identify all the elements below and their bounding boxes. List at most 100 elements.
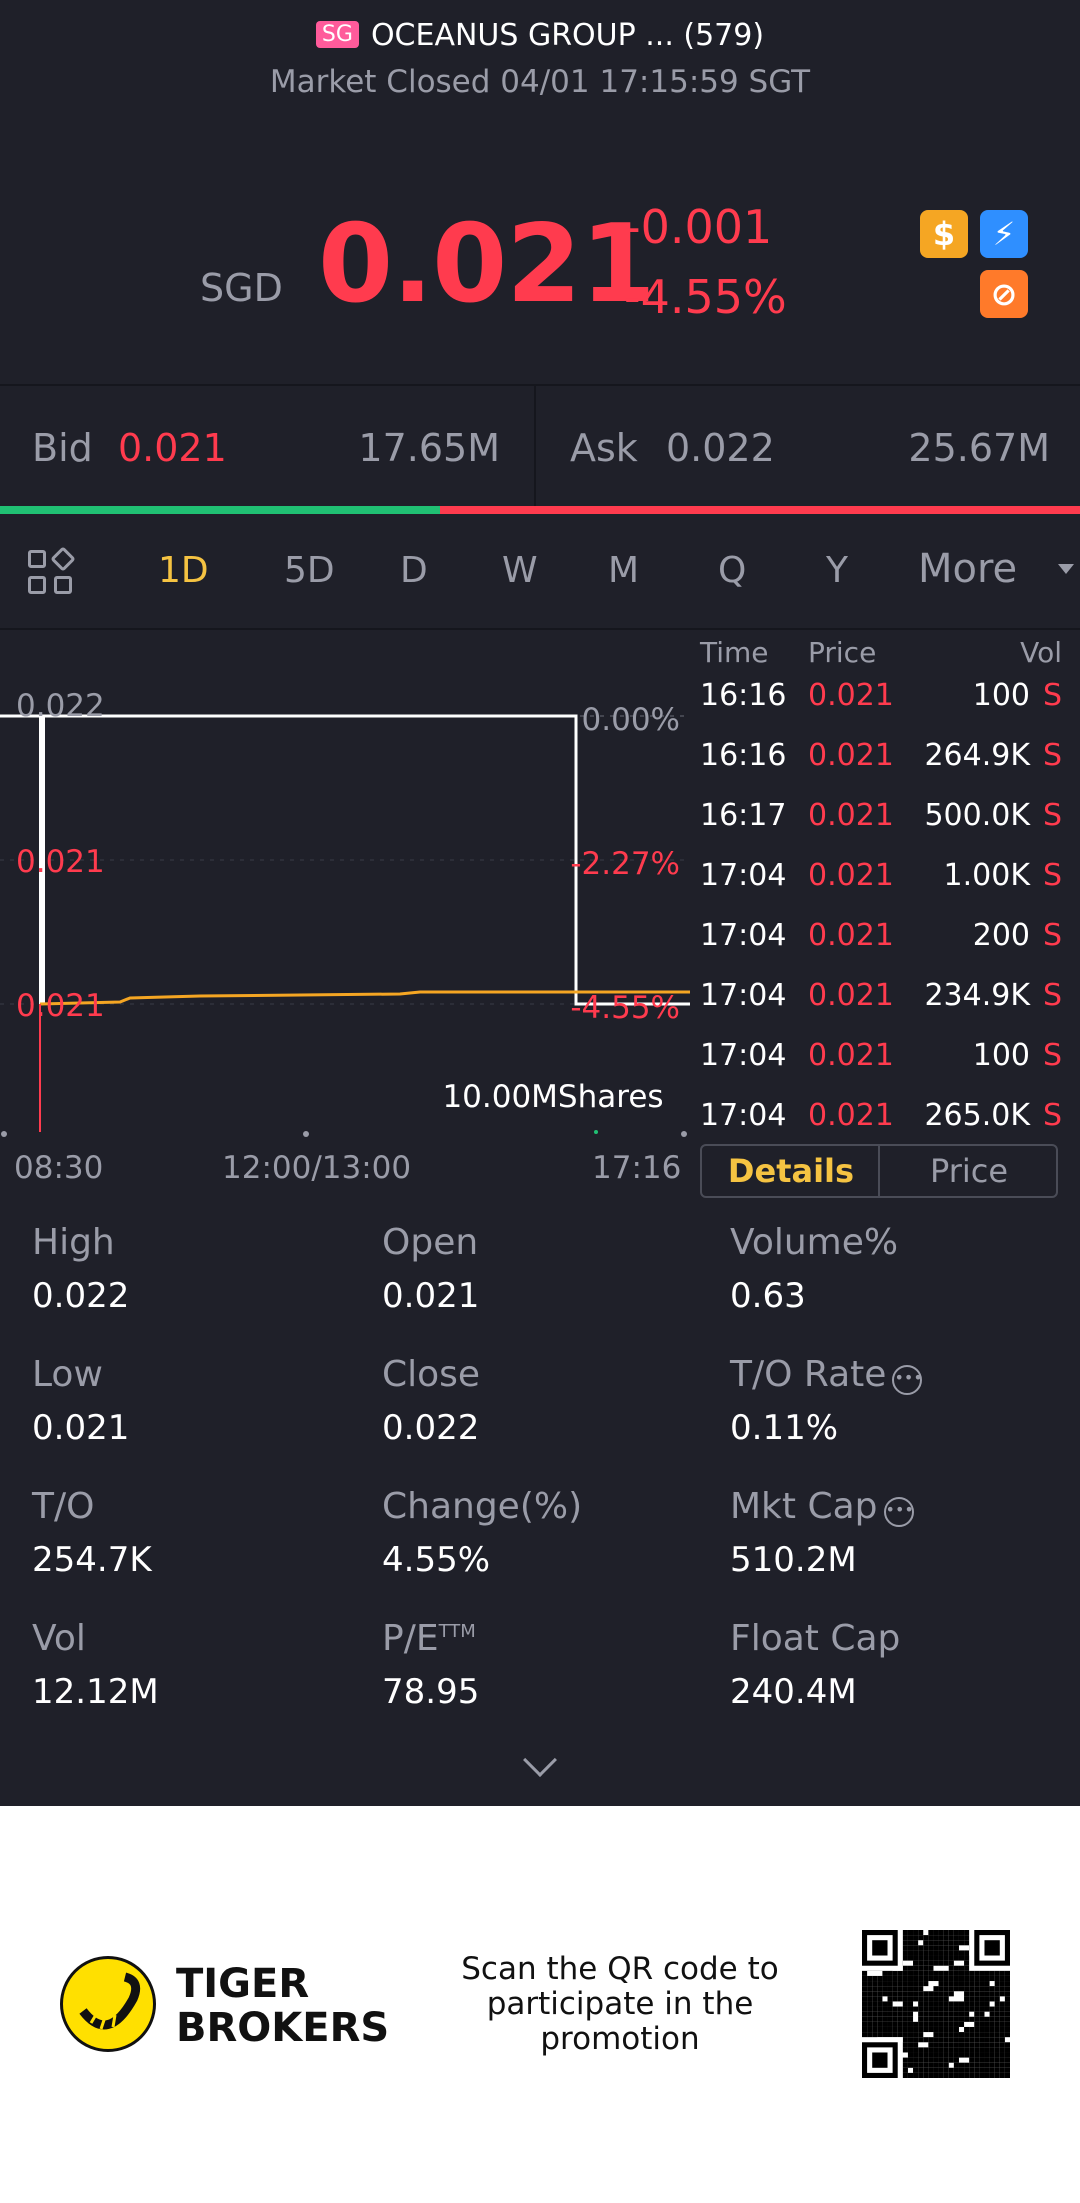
bid-ask-divider (534, 386, 536, 510)
stat-mktcap-value: 510.2M (730, 1540, 857, 1580)
stat-torate-value: 0.11% (730, 1408, 839, 1448)
stat-pe: P/ETTM (382, 1618, 476, 1659)
chevron-down-icon[interactable] (1058, 564, 1074, 574)
trade-time: 17:04 (700, 918, 787, 953)
trade-price: 0.021 (808, 1098, 894, 1132)
trade-row: 17:04 0.021 200 S (690, 918, 1080, 978)
market-status: Market Closed 04/01 17:15:59 SGT (269, 64, 811, 100)
tab-q[interactable]: Q (718, 550, 747, 591)
promo-text: Scan the QR code to participate in the p… (440, 1952, 800, 2057)
stat-floatcap-value: 240.4M (730, 1672, 857, 1712)
tab-m[interactable]: M (608, 550, 640, 591)
stat-vol-label: Vol (32, 1618, 86, 1659)
trade-price: 0.021 (808, 1038, 894, 1073)
dollar-badge-icon[interactable]: $ (920, 210, 968, 258)
x-tick: 17:16 (592, 1150, 682, 1186)
trade-side: S (1042, 1098, 1062, 1132)
grid-layout-icon[interactable] (28, 546, 76, 596)
trade-volume: 1.00K (943, 858, 1030, 893)
trades-header-time: Time (700, 636, 769, 669)
tab-d[interactable]: D (400, 550, 428, 591)
promo-line: Scan the QR code to (461, 1951, 779, 1987)
ask-label: Ask (570, 426, 638, 470)
stat-to-label: T/O (32, 1486, 95, 1527)
details-button[interactable]: Details (727, 1152, 855, 1190)
trade-side: S (1042, 678, 1062, 713)
tab-more[interactable]: More (918, 546, 1018, 592)
stat-high-label: High (32, 1222, 115, 1263)
currency-label: SGD (200, 266, 283, 310)
segment-divider (878, 1146, 880, 1196)
trade-side: S (1042, 1038, 1062, 1073)
x-axis-dot (681, 1131, 687, 1137)
orange-badge-icon[interactable]: ⊘ (980, 270, 1028, 318)
trades-header-vol: Vol (1020, 636, 1062, 669)
trade-side: S (1042, 918, 1062, 953)
x-axis-dot (1, 1131, 7, 1137)
stat-mktcap-label: Mkt Cap (730, 1486, 878, 1527)
tab-w[interactable]: W (502, 550, 538, 591)
trade-price: 0.021 (808, 858, 894, 893)
y-tick-left: 0.021 (16, 988, 105, 1024)
trade-price: 0.021 (808, 918, 894, 953)
trade-price: 0.021 (808, 978, 894, 1013)
more-info-icon[interactable]: ••• (892, 1365, 923, 1395)
trade-side: S (1042, 798, 1062, 833)
ask-price: 0.022 (666, 426, 775, 470)
stat-floatcap-label: Float Cap (730, 1618, 901, 1659)
trade-side: S (1042, 738, 1062, 773)
bid-price: 0.021 (118, 426, 227, 470)
brand-line: TIGER (176, 1961, 310, 2007)
trade-row: 17:04 0.021 100 S (690, 1038, 1080, 1098)
stat-high-value: 0.022 (32, 1276, 130, 1316)
x-tick: 08:30 (14, 1150, 104, 1186)
y-tick-right: 0.00% (581, 702, 680, 738)
volume-tooltip: 10.00MShares (430, 1070, 676, 1124)
stat-vol-value: 12.12M (32, 1672, 159, 1712)
bid-label: Bid (32, 426, 93, 470)
trade-volume: 100 (972, 678, 1030, 713)
more-info-icon[interactable]: ••• (883, 1497, 914, 1527)
stat-torate-label: T/O Rate (730, 1354, 887, 1395)
flash-badge-icon[interactable]: ⚡ (980, 210, 1028, 258)
trade-side: S (1042, 978, 1062, 1013)
trade-time: 17:04 (700, 858, 787, 893)
trade-volume: 100 (972, 1038, 1030, 1073)
promo-line: promotion (540, 2021, 700, 2057)
stat-pe-sup: TTM (438, 1621, 476, 1642)
price-button[interactable]: Price (929, 1152, 1009, 1190)
bid-ratio-bar (0, 506, 440, 514)
qr-code[interactable] (862, 1930, 1010, 2078)
period-tabs: 1D 5D D W M Q Y More (0, 514, 1080, 630)
bid-ask-row[interactable]: Bid 0.021 17.65M Ask 0.022 25.67M (0, 384, 1080, 510)
tab-1d[interactable]: 1D (158, 550, 209, 591)
tab-y[interactable]: Y (826, 550, 848, 591)
trade-volume: 234.9K (924, 978, 1030, 1013)
trade-volume: 500.0K (924, 798, 1030, 833)
bid-size: 17.65M (358, 426, 500, 470)
y-tick-right: -2.27% (570, 846, 680, 882)
trade-row: 16:17 0.021 500.0K S (690, 798, 1080, 858)
stat-mktcap[interactable]: Mkt Cap ••• (730, 1486, 914, 1527)
trade-time: 17:04 (700, 1038, 787, 1073)
chart-canvas (0, 714, 690, 1137)
trade-price: 0.021 (808, 798, 894, 833)
brand-line: BROKERS (176, 2005, 390, 2051)
trade-row: 17:04 0.021 265.0K S (690, 1098, 1080, 1132)
trade-row: 17:04 0.021 1.00K S (690, 858, 1080, 918)
trade-ticks[interactable]: Time Price Vol 16:16 0.021 100 S 16:16 0.021 2… (690, 632, 1080, 1132)
price-change: -0.001 (624, 200, 773, 254)
intraday-chart[interactable] (0, 632, 690, 1192)
average-price-line (39, 990, 690, 1006)
y-tick-left: 0.021 (16, 844, 105, 880)
ask-size: 25.67M (908, 426, 1050, 470)
trade-volume: 264.9K (924, 738, 1030, 773)
trade-time: 16:16 (700, 738, 787, 773)
trade-row: 16:16 0.021 264.9K S (690, 738, 1080, 798)
stock-title[interactable]: SG OCEANUS GROUP ... (579) (0, 18, 1080, 53)
tab-5d[interactable]: 5D (284, 550, 335, 591)
market-badge: SG (315, 21, 359, 48)
stat-torate[interactable]: T/O Rate ••• (730, 1354, 923, 1395)
trade-time: 17:04 (700, 978, 787, 1013)
last-price: 0.021 (318, 202, 656, 327)
